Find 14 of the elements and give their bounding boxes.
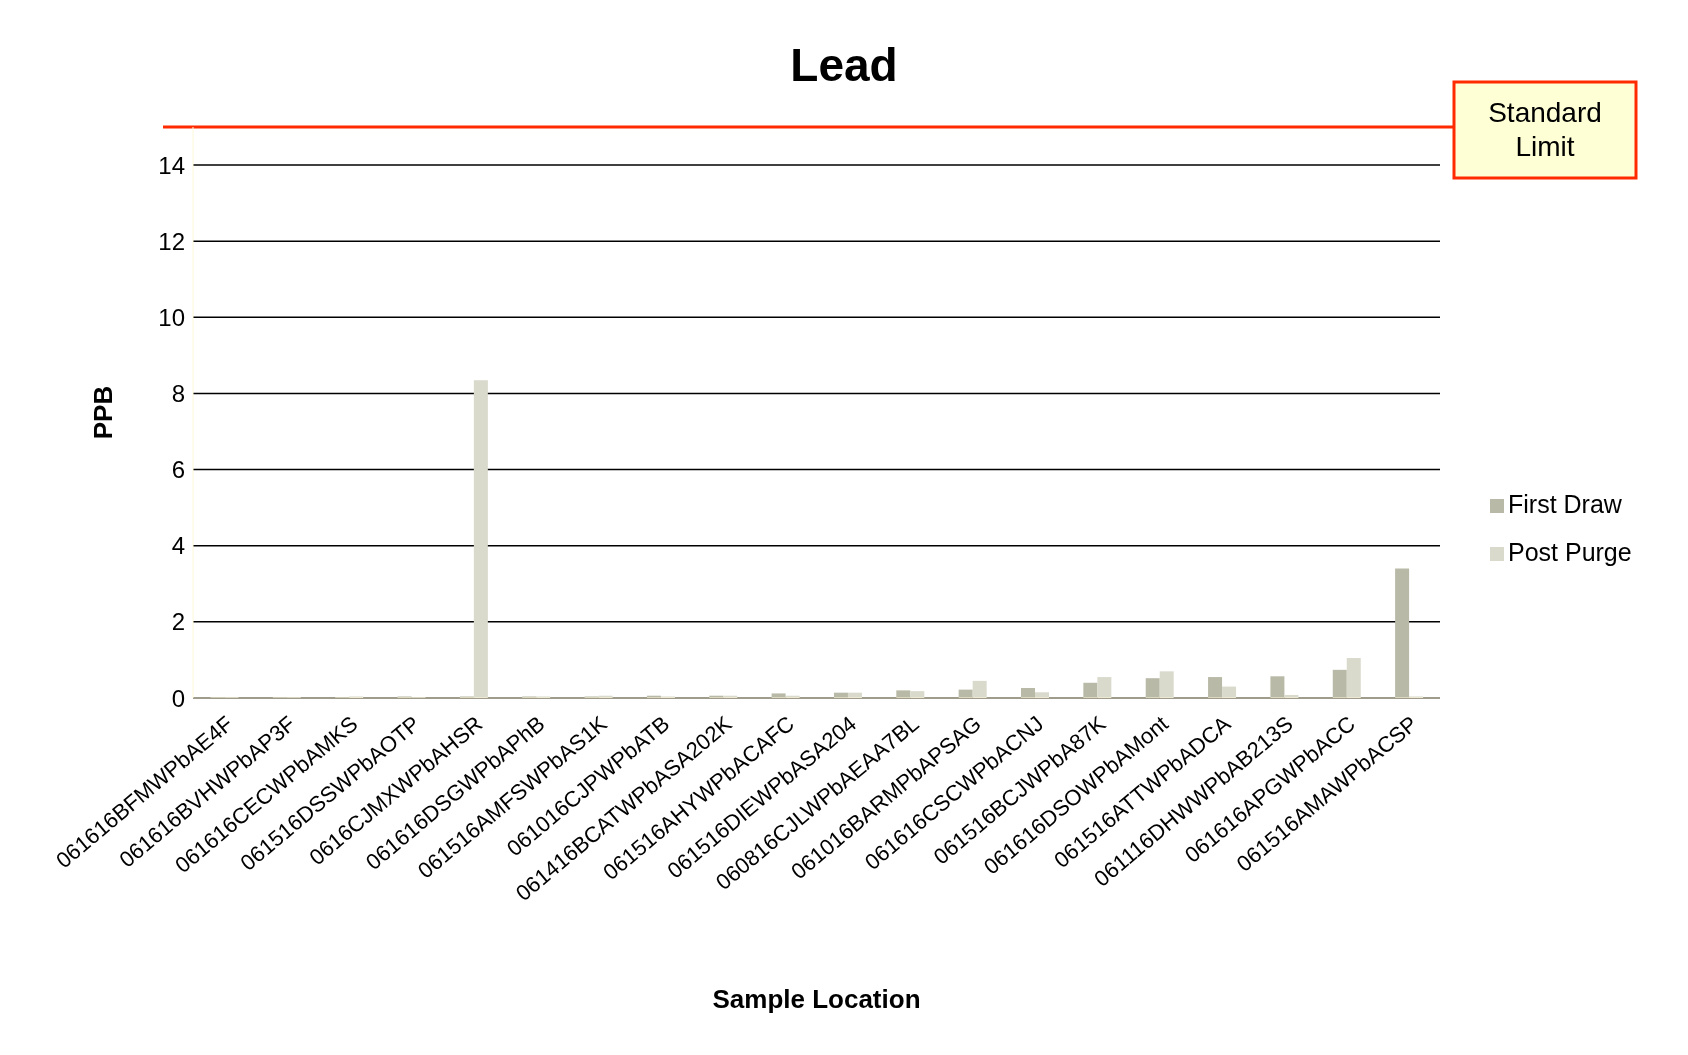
x-axis-title: Sample Location	[712, 984, 921, 1014]
legend-label: First Draw	[1508, 490, 1622, 518]
legend-label: Post Purge	[1508, 538, 1632, 566]
y-tick-label: 2	[171, 608, 185, 636]
y-tick-label: 12	[158, 227, 185, 255]
ref-line-label: Standard Limit	[1488, 97, 1602, 162]
y-tick-label: 4	[171, 532, 185, 560]
y-tick-label: 0	[171, 684, 185, 712]
y-tick-label: 14	[158, 151, 185, 179]
y-tick-label: 10	[158, 303, 185, 331]
y-tick-label: 8	[171, 379, 185, 407]
chart-title: Lead	[789, 38, 899, 92]
y-axis-title: PPB	[88, 385, 119, 440]
y-tick-label: 6	[171, 456, 185, 484]
